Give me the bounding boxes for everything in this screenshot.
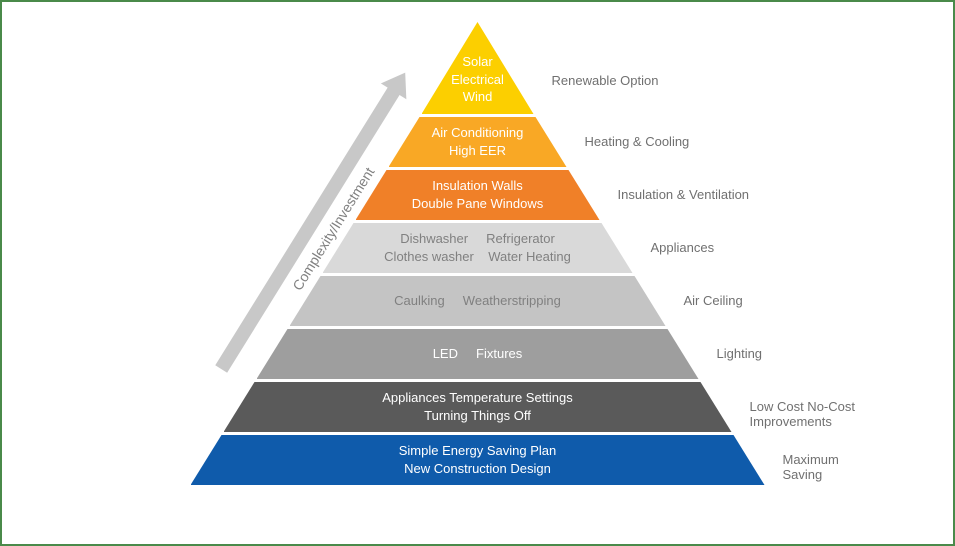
complexity-arrow xyxy=(98,22,858,488)
pyramid-diagram: Solar Electrical WindRenewable OptionAir… xyxy=(98,22,858,522)
